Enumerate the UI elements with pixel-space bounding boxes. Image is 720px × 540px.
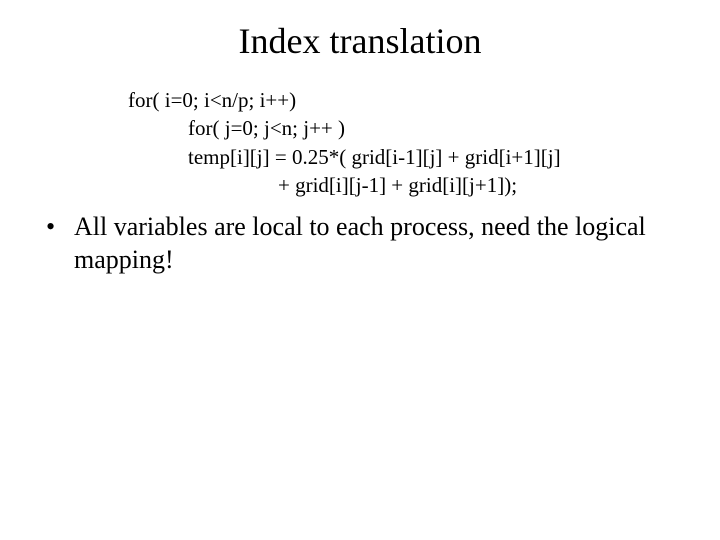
code-line: for( i=0; i<n/p; i++) (128, 86, 680, 114)
code-block: for( i=0; i<n/p; i++) for( j=0; j<n; j++… (128, 86, 680, 199)
slide: Index translation for( i=0; i<n/p; i++) … (0, 0, 720, 540)
code-line: for( j=0; j<n; j++ ) (128, 114, 680, 142)
bullet-item: • All variables are local to each proces… (46, 211, 680, 276)
bullet-marker: • (46, 211, 74, 276)
bullet-text: All variables are local to each process,… (74, 211, 680, 276)
code-line: temp[i][j] = 0.25*( grid[i-1][j] + grid[… (128, 143, 680, 171)
slide-title: Index translation (0, 0, 720, 86)
code-line: + grid[i][j-1] + grid[i][j+1]); (128, 171, 680, 199)
